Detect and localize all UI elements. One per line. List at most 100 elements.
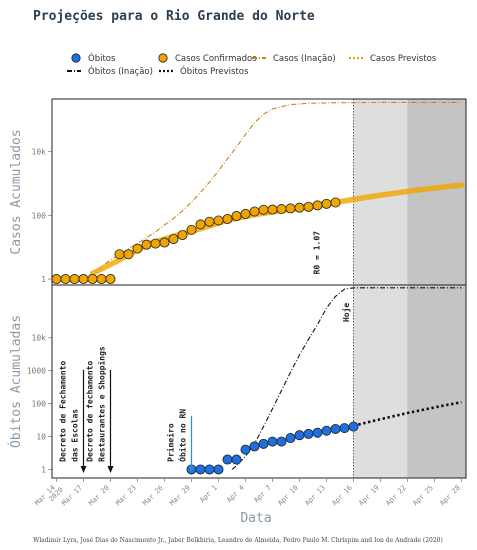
legend-label-obitos-inacao: Óbitos (Inação) [88, 65, 153, 77]
deaths-point [204, 464, 215, 475]
cases-point [294, 202, 305, 213]
deaths-ytick-label: 10k [32, 334, 47, 343]
cases-ytick-label: 100 [32, 211, 47, 220]
xtick-label: Mar 23 [114, 484, 138, 508]
legend-label-casos-confirmados: Casos Confirmados [175, 54, 257, 64]
cases-point [249, 206, 260, 217]
cases-point [159, 237, 170, 248]
xtick-label: Apr 22 [384, 484, 408, 508]
xtick-label: Mar 29 [168, 484, 192, 508]
xtick-label: Apr 28 [438, 484, 462, 508]
xtick-label: Apr 16 [330, 484, 354, 508]
xtick-label: Mar 17 [60, 484, 84, 508]
event-annotation-line1: Primeiro [166, 423, 176, 462]
cases-point [204, 216, 215, 227]
legend-label-obitos-previstos: Óbitos Previstos [180, 65, 249, 77]
deaths-shade-light [353, 285, 408, 478]
deaths-point [321, 425, 332, 436]
deaths-point [303, 428, 314, 439]
r0-annotation: R0 = 1.07 [312, 231, 321, 275]
cases-point [60, 274, 71, 285]
deaths-ytick-label: 1000 [27, 367, 46, 376]
cases-point [321, 198, 332, 209]
legend-label-obitos: Óbitos [88, 52, 116, 64]
event-annotation-line2: das Escolas [71, 409, 80, 462]
event-annotation-line1: Decreto de fechamento [86, 361, 95, 462]
deaths-ytick-label: 10 [36, 433, 46, 442]
event-arrow-head [107, 466, 114, 474]
cases-point [150, 238, 161, 249]
legend-label-casos-previstos: Casos Previstos [370, 54, 437, 64]
cases-point [51, 274, 62, 285]
deaths-point [348, 421, 359, 432]
deaths-point [195, 464, 206, 475]
cases-point [114, 249, 125, 260]
deaths-series-obitos-previstos [353, 400, 462, 428]
cases-series-casos-inacao [92, 101, 462, 280]
deaths-ytick-label: 1 [41, 465, 46, 474]
legend-label-casos-inacao: Casos (Inação) [273, 54, 336, 64]
cases-point [222, 213, 233, 224]
xtick-label: Apr 19 [357, 484, 381, 508]
cases-point [186, 224, 197, 235]
footer-credit: Wladimir Lyra, José Dias do Nascimento J… [33, 537, 443, 544]
cases-point [132, 243, 143, 254]
deaths-point [258, 438, 269, 449]
deaths-point [339, 423, 350, 434]
cases-point [87, 274, 98, 285]
cases-point [69, 274, 80, 285]
cases-panel: 1 100 10k Casos Acumulados R0 = 1.07 [9, 98, 467, 286]
legend: Óbitos Casos Confirmados Casos (Inação) Cas… [67, 52, 437, 77]
cases-point [240, 208, 251, 219]
cases-point [195, 219, 206, 230]
x-axis-label: Data [240, 511, 271, 526]
cases-point [312, 200, 323, 211]
cases-point [96, 274, 107, 285]
cases-point [330, 197, 341, 208]
deaths-panel: 1 10 100 1000 10k Óbitos Acumuladas Decreto de… [8, 284, 467, 508]
event-annotation-line2: Restaurantes e Shoppings [97, 346, 107, 462]
event-annotation-line2: Óbito no RN [177, 409, 188, 462]
xtick-label: Apr 7 [252, 484, 273, 505]
xtick-label: Apr 13 [303, 484, 327, 508]
event-arrow-head [80, 466, 87, 474]
xtick-label: Apr 4 [225, 484, 246, 505]
cases-point [303, 201, 314, 212]
xtick-label: Apr 1 [198, 484, 219, 505]
deaths-point [240, 444, 251, 455]
cases-y-axis-label: Casos Acumulados [9, 129, 24, 254]
xtick-label: Mar 20 [87, 484, 111, 508]
cases-point [276, 204, 287, 215]
deaths-shade-dark [407, 285, 466, 478]
legend-marker-obitos [71, 53, 81, 63]
cases-ytick-label: 10k [32, 148, 47, 157]
deaths-point [330, 423, 341, 434]
deaths-point [285, 433, 296, 444]
legend-marker-casos-confirmados [158, 53, 168, 63]
xtick-label: Apr 10 [276, 484, 300, 508]
deaths-point [249, 441, 260, 452]
event-arrow-head [188, 466, 195, 474]
chart-title: Projeções para o Rio Grande do Norte [33, 9, 315, 24]
xtick-label: Apr 25 [411, 484, 435, 508]
deaths-point [213, 464, 224, 475]
cases-point [105, 274, 116, 285]
cases-point [141, 239, 152, 250]
cases-ytick-label: 1 [41, 275, 46, 284]
cases-point [123, 249, 134, 260]
cases-point [168, 234, 179, 245]
deaths-point [222, 454, 233, 465]
deaths-point [294, 430, 305, 441]
deaths-ytick-label: 100 [32, 400, 47, 409]
cases-point [78, 274, 89, 285]
deaths-point [231, 454, 242, 465]
deaths-point [267, 436, 278, 447]
deaths-y-axis-label: Óbitos Acumuladas [8, 315, 24, 448]
xtick-label: Mar 26 [141, 484, 165, 508]
cases-point [213, 215, 224, 226]
cases-point [177, 230, 188, 241]
cases-point [285, 203, 296, 214]
deaths-point [312, 427, 323, 438]
event-annotation-line1: Decreto de Fechamento [59, 361, 68, 462]
